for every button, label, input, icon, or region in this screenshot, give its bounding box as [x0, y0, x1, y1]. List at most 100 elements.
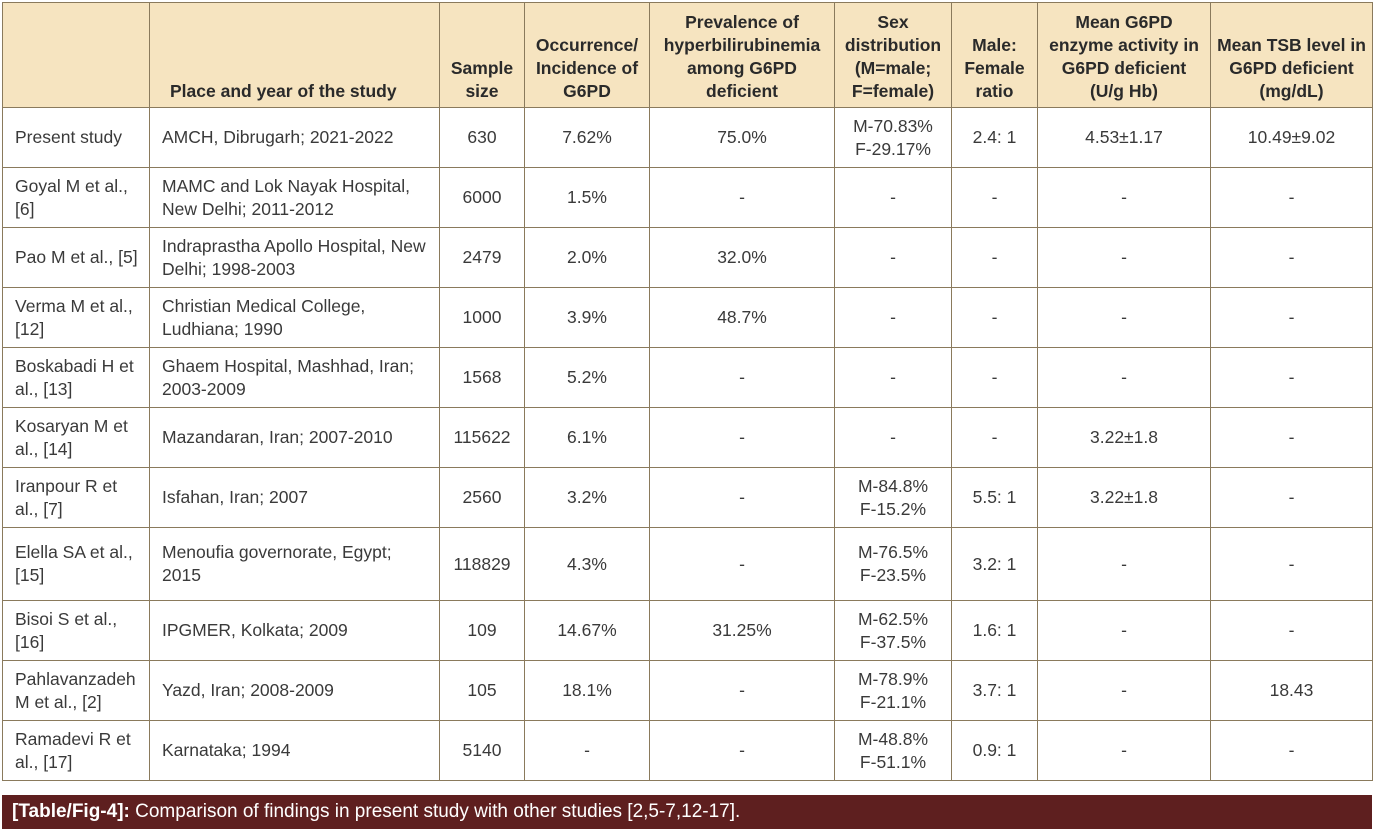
cell-place: Menoufia governorate, Egypt; 2015	[149, 527, 440, 601]
table-row: Iranpour R et al., [7] Isfahan, Iran; 20…	[2, 467, 1373, 528]
col-header-tsb: Mean TSB level in G6PD deficient (mg/dL)	[1210, 2, 1373, 108]
sex-female: F-51.1%	[859, 751, 927, 772]
cell-enzyme: -	[1037, 720, 1211, 781]
cell-enzyme: 3.22±1.8	[1037, 467, 1211, 528]
sex-female: F-37.5%	[859, 631, 927, 652]
cell-place: Isfahan, Iran; 2007	[149, 467, 440, 528]
sex-male: -	[890, 307, 896, 327]
cell-study: Pao M et al., [5]	[2, 227, 150, 288]
sex-female: F-29.17%	[855, 138, 931, 159]
cell-sample: 1000	[439, 287, 525, 348]
table-row: Ramadevi R et al., [17] Karnataka; 1994 …	[2, 720, 1373, 781]
cell-prevalence: -	[649, 720, 835, 781]
cell-occurrence: 2.0%	[524, 227, 650, 288]
sex-female: F-23.5%	[859, 565, 927, 585]
cell-tsb: -	[1210, 167, 1373, 228]
cell-tsb: -	[1210, 527, 1373, 601]
caption-label: [Table/Fig-4]:	[12, 801, 130, 822]
cell-prevalence: 75.0%	[649, 107, 835, 168]
cell-occurrence: 7.62%	[524, 107, 650, 168]
cell-tsb: -	[1210, 407, 1373, 468]
cell-sex: M-76.5% F-23.5%	[834, 527, 952, 601]
col-header-sample: Sample size	[439, 2, 525, 108]
cell-sample: 2479	[439, 227, 525, 288]
sex-female: F-15.2%	[859, 498, 927, 519]
cell-sex: -	[834, 407, 952, 468]
cell-occurrence: 6.1%	[524, 407, 650, 468]
sex-male: M-48.8%	[857, 728, 929, 749]
cell-tsb: -	[1210, 347, 1373, 408]
sex-male: -	[890, 247, 896, 267]
sex-male: M-70.83%	[853, 115, 933, 136]
cell-study: Iranpour R et al., [7]	[2, 467, 150, 528]
table-header-row: Place and year of the study Sample size …	[2, 2, 1373, 108]
cell-place: Mazandaran, Iran; 2007-2010	[149, 407, 440, 468]
cell-ratio: 0.9: 1	[951, 720, 1038, 781]
table-row: Kosaryan M et al., [14] Mazandaran, Iran…	[2, 407, 1373, 468]
cell-tsb: -	[1210, 600, 1373, 661]
sex-male: M-76.5%	[857, 542, 929, 562]
cell-ratio: -	[951, 407, 1038, 468]
sex-male: M-62.5%	[857, 608, 929, 629]
cell-occurrence: 3.9%	[524, 287, 650, 348]
col-header-prevalence: Prevalence of hyperbilirubinemia among G…	[649, 2, 835, 108]
cell-prevalence: 31.25%	[649, 600, 835, 661]
cell-prevalence: -	[649, 407, 835, 468]
cell-study: Bisoi S et al., [16]	[2, 600, 150, 661]
cell-prevalence: -	[649, 660, 835, 721]
cell-sample: 5140	[439, 720, 525, 781]
cell-enzyme: -	[1037, 600, 1211, 661]
table-row: Pahlavanzadeh M et al., [2] Yazd, Iran; …	[2, 660, 1373, 721]
sex-female: F-21.1%	[859, 691, 927, 712]
sex-male: M-78.9%	[857, 668, 929, 689]
cell-tsb: -	[1210, 227, 1373, 288]
col-header-sex: Sex distribution (M=male; F=female)	[834, 2, 952, 108]
cell-study: Kosaryan M et al., [14]	[2, 407, 150, 468]
col-header-study	[2, 2, 150, 108]
cell-enzyme: -	[1037, 527, 1211, 601]
cell-place: Christian Medical College, Ludhiana; 199…	[149, 287, 440, 348]
table-row: Present study AMCH, Dibrugarh; 2021-2022…	[2, 107, 1373, 168]
cell-occurrence: 3.2%	[524, 467, 650, 528]
cell-sample: 109	[439, 600, 525, 661]
cell-ratio: 1.6: 1	[951, 600, 1038, 661]
cell-study: Elella SA et al., [15]	[2, 527, 150, 601]
cell-enzyme: -	[1037, 347, 1211, 408]
table-row: Verma M et al., [12] Christian Medical C…	[2, 287, 1373, 348]
cell-sample: 2560	[439, 467, 525, 528]
cell-prevalence: 32.0%	[649, 227, 835, 288]
cell-enzyme: -	[1037, 227, 1211, 288]
cell-sex: -	[834, 347, 952, 408]
comparison-table: Place and year of the study Sample size …	[2, 2, 1373, 781]
cell-sex: -	[834, 167, 952, 228]
cell-place: Yazd, Iran; 2008-2009	[149, 660, 440, 721]
col-header-ratio: Male: Female ratio	[951, 2, 1038, 108]
cell-ratio: 3.2: 1	[951, 527, 1038, 601]
table-row: Elella SA et al., [15] Menoufia governor…	[2, 527, 1373, 601]
cell-sex: M-78.9% F-21.1%	[834, 660, 952, 721]
cell-sample: 630	[439, 107, 525, 168]
cell-ratio: 2.4: 1	[951, 107, 1038, 168]
cell-sample: 6000	[439, 167, 525, 228]
cell-sex: M-48.8% F-51.1%	[834, 720, 952, 781]
cell-occurrence: 4.3%	[524, 527, 650, 601]
col-header-place: Place and year of the study	[149, 2, 440, 108]
cell-place: Ghaem Hospital, Mashhad, Iran; 2003-2009	[149, 347, 440, 408]
cell-sample: 118829	[439, 527, 525, 601]
cell-prevalence: -	[649, 467, 835, 528]
table-caption: [Table/Fig-4]: Comparison of findings in…	[2, 795, 1372, 829]
cell-prevalence: 48.7%	[649, 287, 835, 348]
sex-male: -	[890, 367, 896, 387]
cell-sex: -	[834, 287, 952, 348]
cell-enzyme: 3.22±1.8	[1037, 407, 1211, 468]
cell-enzyme: -	[1037, 660, 1211, 721]
cell-tsb: -	[1210, 720, 1373, 781]
cell-tsb: 18.43	[1210, 660, 1373, 721]
sex-male: -	[890, 187, 896, 207]
cell-occurrence: 1.5%	[524, 167, 650, 228]
cell-prevalence: -	[649, 347, 835, 408]
cell-place: Indraprastha Apollo Hospital, New Delhi;…	[149, 227, 440, 288]
cell-enzyme: -	[1037, 287, 1211, 348]
cell-place: Karnataka; 1994	[149, 720, 440, 781]
